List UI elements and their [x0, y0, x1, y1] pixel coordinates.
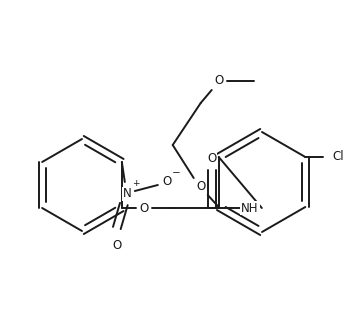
Text: N: N [122, 187, 131, 201]
Text: O: O [207, 151, 216, 165]
Text: O: O [196, 181, 205, 193]
Text: NH: NH [241, 202, 258, 214]
Text: +: + [132, 179, 140, 188]
Text: O: O [162, 176, 172, 188]
Text: O: O [139, 202, 148, 214]
Text: O: O [214, 74, 223, 88]
Text: −: − [172, 168, 180, 178]
Text: O: O [112, 239, 122, 253]
Text: Cl: Cl [332, 151, 344, 163]
